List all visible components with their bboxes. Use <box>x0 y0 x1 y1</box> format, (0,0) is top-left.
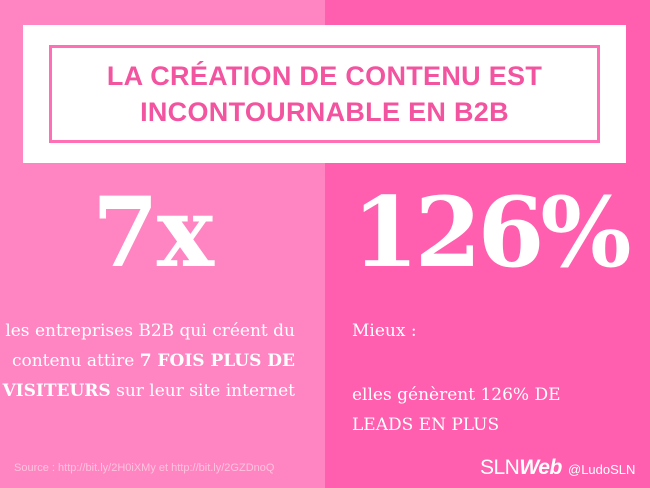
leads-gap <box>352 346 632 380</box>
stat-leads: 126% <box>352 176 632 289</box>
stat-visitors: 7x <box>92 176 214 289</box>
leads-description: Mieux : elles génèrent 126% DE LEADS EN … <box>352 316 632 440</box>
twitter-handle: @LudoSLN <box>568 462 636 477</box>
visitors-desc-text-1: les entreprises B2B qui créent du conten… <box>5 321 295 371</box>
leads-label: Mieux : <box>352 321 417 341</box>
title-line-2: INCONTOURNABLE EN B2B <box>140 97 509 127</box>
brand-logo: SLNWeb <box>480 456 562 480</box>
title-frame: LA CRÉATION DE CONTENU EST INCONTOURNABL… <box>23 25 626 163</box>
visitors-desc-bold: 7 FOIS PLUS DE VISITEURS <box>2 351 295 401</box>
title-line-1: LA CRÉATION DE CONTENU EST <box>106 61 543 91</box>
title-box: LA CRÉATION DE CONTENU EST INCONTOURNABL… <box>49 45 600 143</box>
leads-line-2: LEADS EN PLUS <box>352 415 500 435</box>
leads-line-1: elles génèrent 126% DE <box>352 385 561 405</box>
brand-web: Web <box>519 456 562 479</box>
visitors-description: les entreprises B2B qui créent du conten… <box>0 316 295 406</box>
brand-sln: SLN <box>480 456 520 479</box>
source-note: Source : http://bit.ly/2H0iXMy et http:/… <box>14 462 275 474</box>
visitors-desc-text-2: sur leur site internet <box>110 381 295 401</box>
